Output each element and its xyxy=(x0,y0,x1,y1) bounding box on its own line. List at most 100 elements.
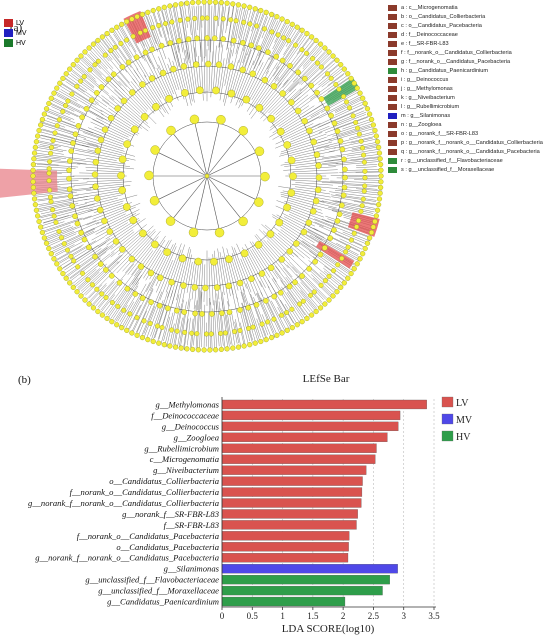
clade-node xyxy=(140,113,149,121)
branch-line xyxy=(119,301,135,327)
clade-node xyxy=(109,27,115,33)
bar-label: g__Zoogloea xyxy=(174,432,219,442)
branch-line xyxy=(292,169,338,173)
branch-line xyxy=(135,239,166,286)
clade-node xyxy=(72,213,78,220)
branch-line xyxy=(154,283,173,338)
clade-node xyxy=(247,4,253,10)
clade-node xyxy=(252,6,258,12)
legend-label: MV xyxy=(16,29,27,37)
clade-node xyxy=(374,139,381,145)
bar xyxy=(221,553,349,563)
clade-node xyxy=(361,152,367,158)
clade-node xyxy=(134,332,140,338)
clade-node xyxy=(134,14,140,20)
clade-node xyxy=(31,190,37,196)
clade-node xyxy=(207,0,213,5)
branch-line xyxy=(235,60,255,106)
clade-node xyxy=(35,213,41,219)
clade-key-swatch xyxy=(388,130,397,137)
bar xyxy=(221,531,350,541)
clade-key-item: i : g__Deinococcus xyxy=(388,75,543,84)
clade-node xyxy=(347,105,353,111)
legend-swatch xyxy=(441,430,454,442)
branch-line xyxy=(249,16,268,66)
legend-swatch xyxy=(441,413,454,425)
clade-node xyxy=(106,228,113,235)
clade-node xyxy=(267,114,275,123)
clade-node xyxy=(81,236,88,243)
clade-node xyxy=(358,208,364,214)
branch-line xyxy=(330,180,382,184)
clade-node xyxy=(218,330,224,336)
clade-node xyxy=(341,94,347,100)
clade-node xyxy=(145,9,151,15)
clade-node xyxy=(304,50,310,56)
branch-line xyxy=(258,20,281,66)
branch-line xyxy=(275,265,311,312)
clade-node xyxy=(213,15,219,21)
clade-node xyxy=(142,49,149,56)
branch-line xyxy=(125,282,151,328)
clade-node xyxy=(114,322,120,328)
clade-node xyxy=(334,218,341,224)
clade-node xyxy=(182,329,188,335)
branch-line xyxy=(331,108,364,122)
branch-line xyxy=(276,200,324,218)
cladogram-legend-mv: MV xyxy=(4,28,27,38)
clade-node xyxy=(185,36,192,43)
clade-node xyxy=(176,38,182,44)
branch-line xyxy=(124,22,146,62)
clade-node xyxy=(330,293,336,299)
branch-line xyxy=(164,10,180,68)
branch-line xyxy=(76,263,107,291)
clade-node xyxy=(241,343,247,349)
clade-key-swatch xyxy=(388,148,397,155)
branch-line xyxy=(234,49,252,99)
clade-node xyxy=(78,53,84,59)
clade-node xyxy=(271,293,278,300)
branch-line xyxy=(214,42,221,94)
branch-line xyxy=(54,244,75,255)
clade-node xyxy=(252,340,258,346)
clade-key-item: c : o__Candidatus_Pacebacteria xyxy=(388,21,543,30)
chart-title: LEfSe Bar xyxy=(303,373,350,385)
branch-line xyxy=(43,217,83,232)
branch-line xyxy=(292,266,324,300)
clade-node xyxy=(322,301,328,307)
branch-line xyxy=(92,205,129,220)
branch-line xyxy=(217,248,225,296)
branch-line xyxy=(169,323,175,346)
clade-node xyxy=(313,151,321,158)
clade-node xyxy=(80,270,86,276)
branch-line xyxy=(306,57,332,82)
branch-line xyxy=(81,255,123,294)
branch-line xyxy=(187,317,191,346)
clade-key-swatch xyxy=(388,94,397,101)
clade-node xyxy=(194,257,203,266)
branch-line xyxy=(70,64,115,101)
clade-node xyxy=(33,207,40,213)
branch-line xyxy=(324,265,346,282)
branch-line xyxy=(173,133,208,177)
branch-line xyxy=(86,203,141,226)
branch-line xyxy=(89,45,127,87)
clade-node xyxy=(118,186,126,194)
branch-line xyxy=(238,60,261,109)
branch-line xyxy=(143,249,162,279)
branch-line xyxy=(116,28,147,78)
branch-line xyxy=(185,50,195,103)
clade-node xyxy=(238,216,248,227)
clade-node xyxy=(314,89,320,96)
branch-line xyxy=(32,162,59,166)
branch-line xyxy=(288,145,330,157)
branch-line xyxy=(168,57,180,90)
branch-line xyxy=(286,264,324,306)
clade-key-text: l : g__Rubellimicrobium xyxy=(401,103,460,110)
clade-node xyxy=(247,21,253,27)
clade-node xyxy=(250,324,256,330)
bar-label: f__Deinococcaceae xyxy=(151,410,219,420)
clade-node xyxy=(364,240,371,246)
branch-line xyxy=(177,317,183,347)
clade-node xyxy=(254,146,265,156)
